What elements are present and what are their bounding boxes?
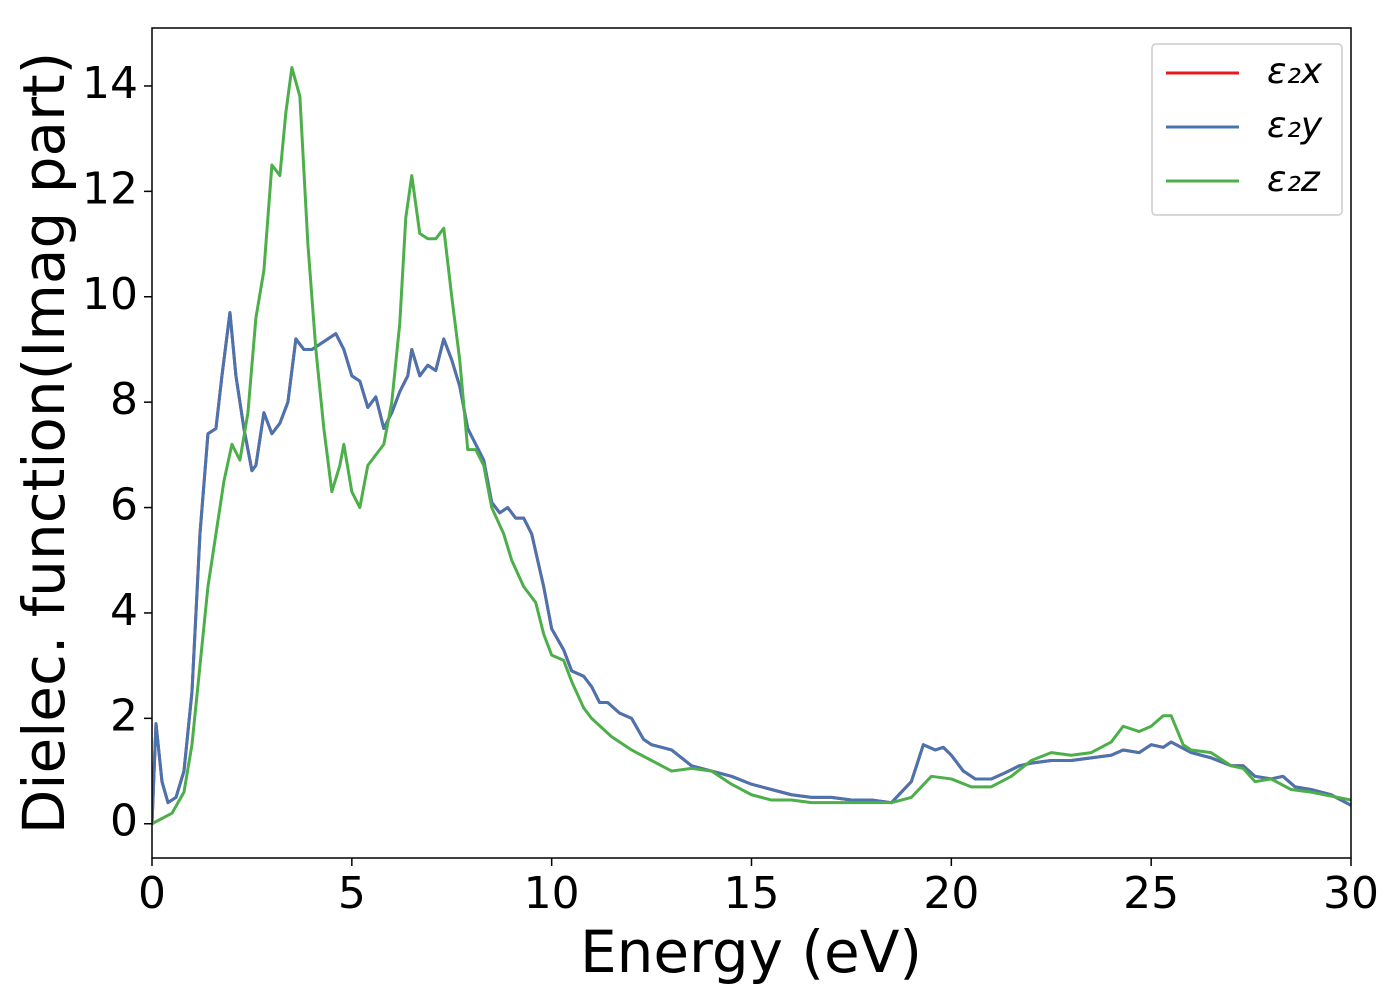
x-tick-label: 5 (338, 868, 366, 919)
legend-label: ε₂x (1267, 51, 1323, 92)
x-tick-label: 25 (1123, 868, 1179, 919)
y-tick-label: 0 (110, 796, 138, 847)
y-tick-label: 4 (110, 585, 138, 636)
x-tick-label: 15 (724, 868, 780, 919)
y-tick-label: 12 (82, 163, 138, 214)
y-tick-label: 8 (110, 374, 138, 425)
x-axis-label: Energy (eV) (580, 918, 922, 986)
series-line (152, 311, 1351, 826)
legend-box (1151, 43, 1343, 216)
plot-frame (151, 27, 1352, 859)
legend-label: ε₂y (1267, 105, 1323, 146)
y-tick-label: 10 (82, 269, 138, 320)
y-tick-label: 2 (110, 690, 138, 741)
x-tick-label: 10 (524, 868, 580, 919)
y-axis-label: Dielec. function(Imag part) (10, 52, 78, 835)
x-tick-label: 30 (1323, 868, 1379, 919)
x-tick-label: 0 (138, 868, 166, 919)
x-tick-label: 20 (923, 868, 979, 919)
y-tick-label: 14 (82, 58, 138, 109)
y-tick-label: 6 (110, 480, 138, 531)
legend-label: ε₂z (1267, 159, 1321, 200)
series-line (152, 66, 1351, 826)
